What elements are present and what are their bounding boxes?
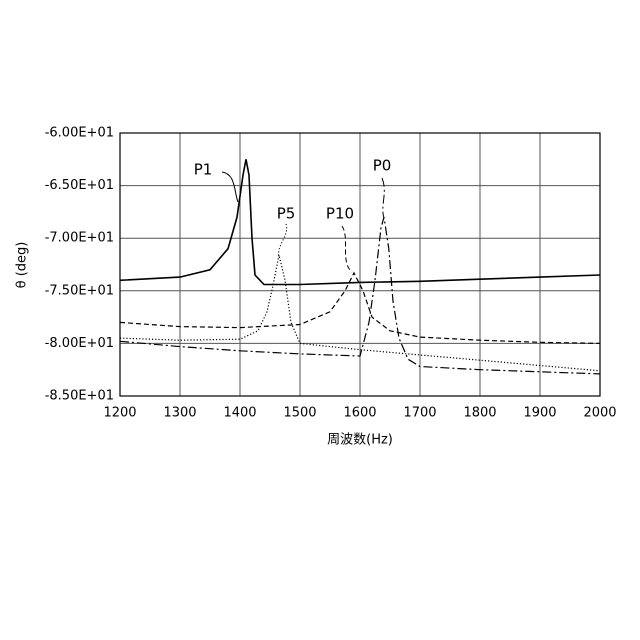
x-tick-label: 1600 (343, 406, 376, 421)
series-label: P10 (326, 205, 354, 223)
y-tick-label: -8.50E+01 (45, 389, 114, 404)
x-tick-label: 2000 (583, 406, 616, 421)
y-tick-label: -7.50E+01 (45, 283, 114, 298)
y-tick-label: -6.00E+01 (45, 126, 114, 141)
x-tick-label: 1800 (463, 406, 496, 421)
x-tick-label: 1400 (223, 406, 256, 421)
x-tick-label: 1300 (163, 406, 196, 421)
x-tick-label: 1700 (403, 406, 436, 421)
y-tick-label: -7.00E+01 (45, 231, 114, 246)
x-tick-label: 1500 (283, 406, 316, 421)
series-label: P5 (277, 205, 296, 223)
chart: 周波数(Hz) θ (deg) -6.00E+01 -6.50E+01 -7.00E… (0, 0, 640, 640)
x-tick-label: 1200 (103, 406, 136, 421)
background (0, 0, 640, 640)
series-label: P1 (194, 161, 213, 179)
y-tick-label: -8.00E+01 (45, 336, 114, 351)
y-tick-label: -6.50E+01 (45, 178, 114, 193)
series-label: P0 (373, 157, 392, 175)
x-tick-label: 1900 (523, 406, 556, 421)
x-axis-label: 周波数(Hz) (327, 433, 393, 448)
y-axis-label: θ (deg) (15, 242, 30, 289)
